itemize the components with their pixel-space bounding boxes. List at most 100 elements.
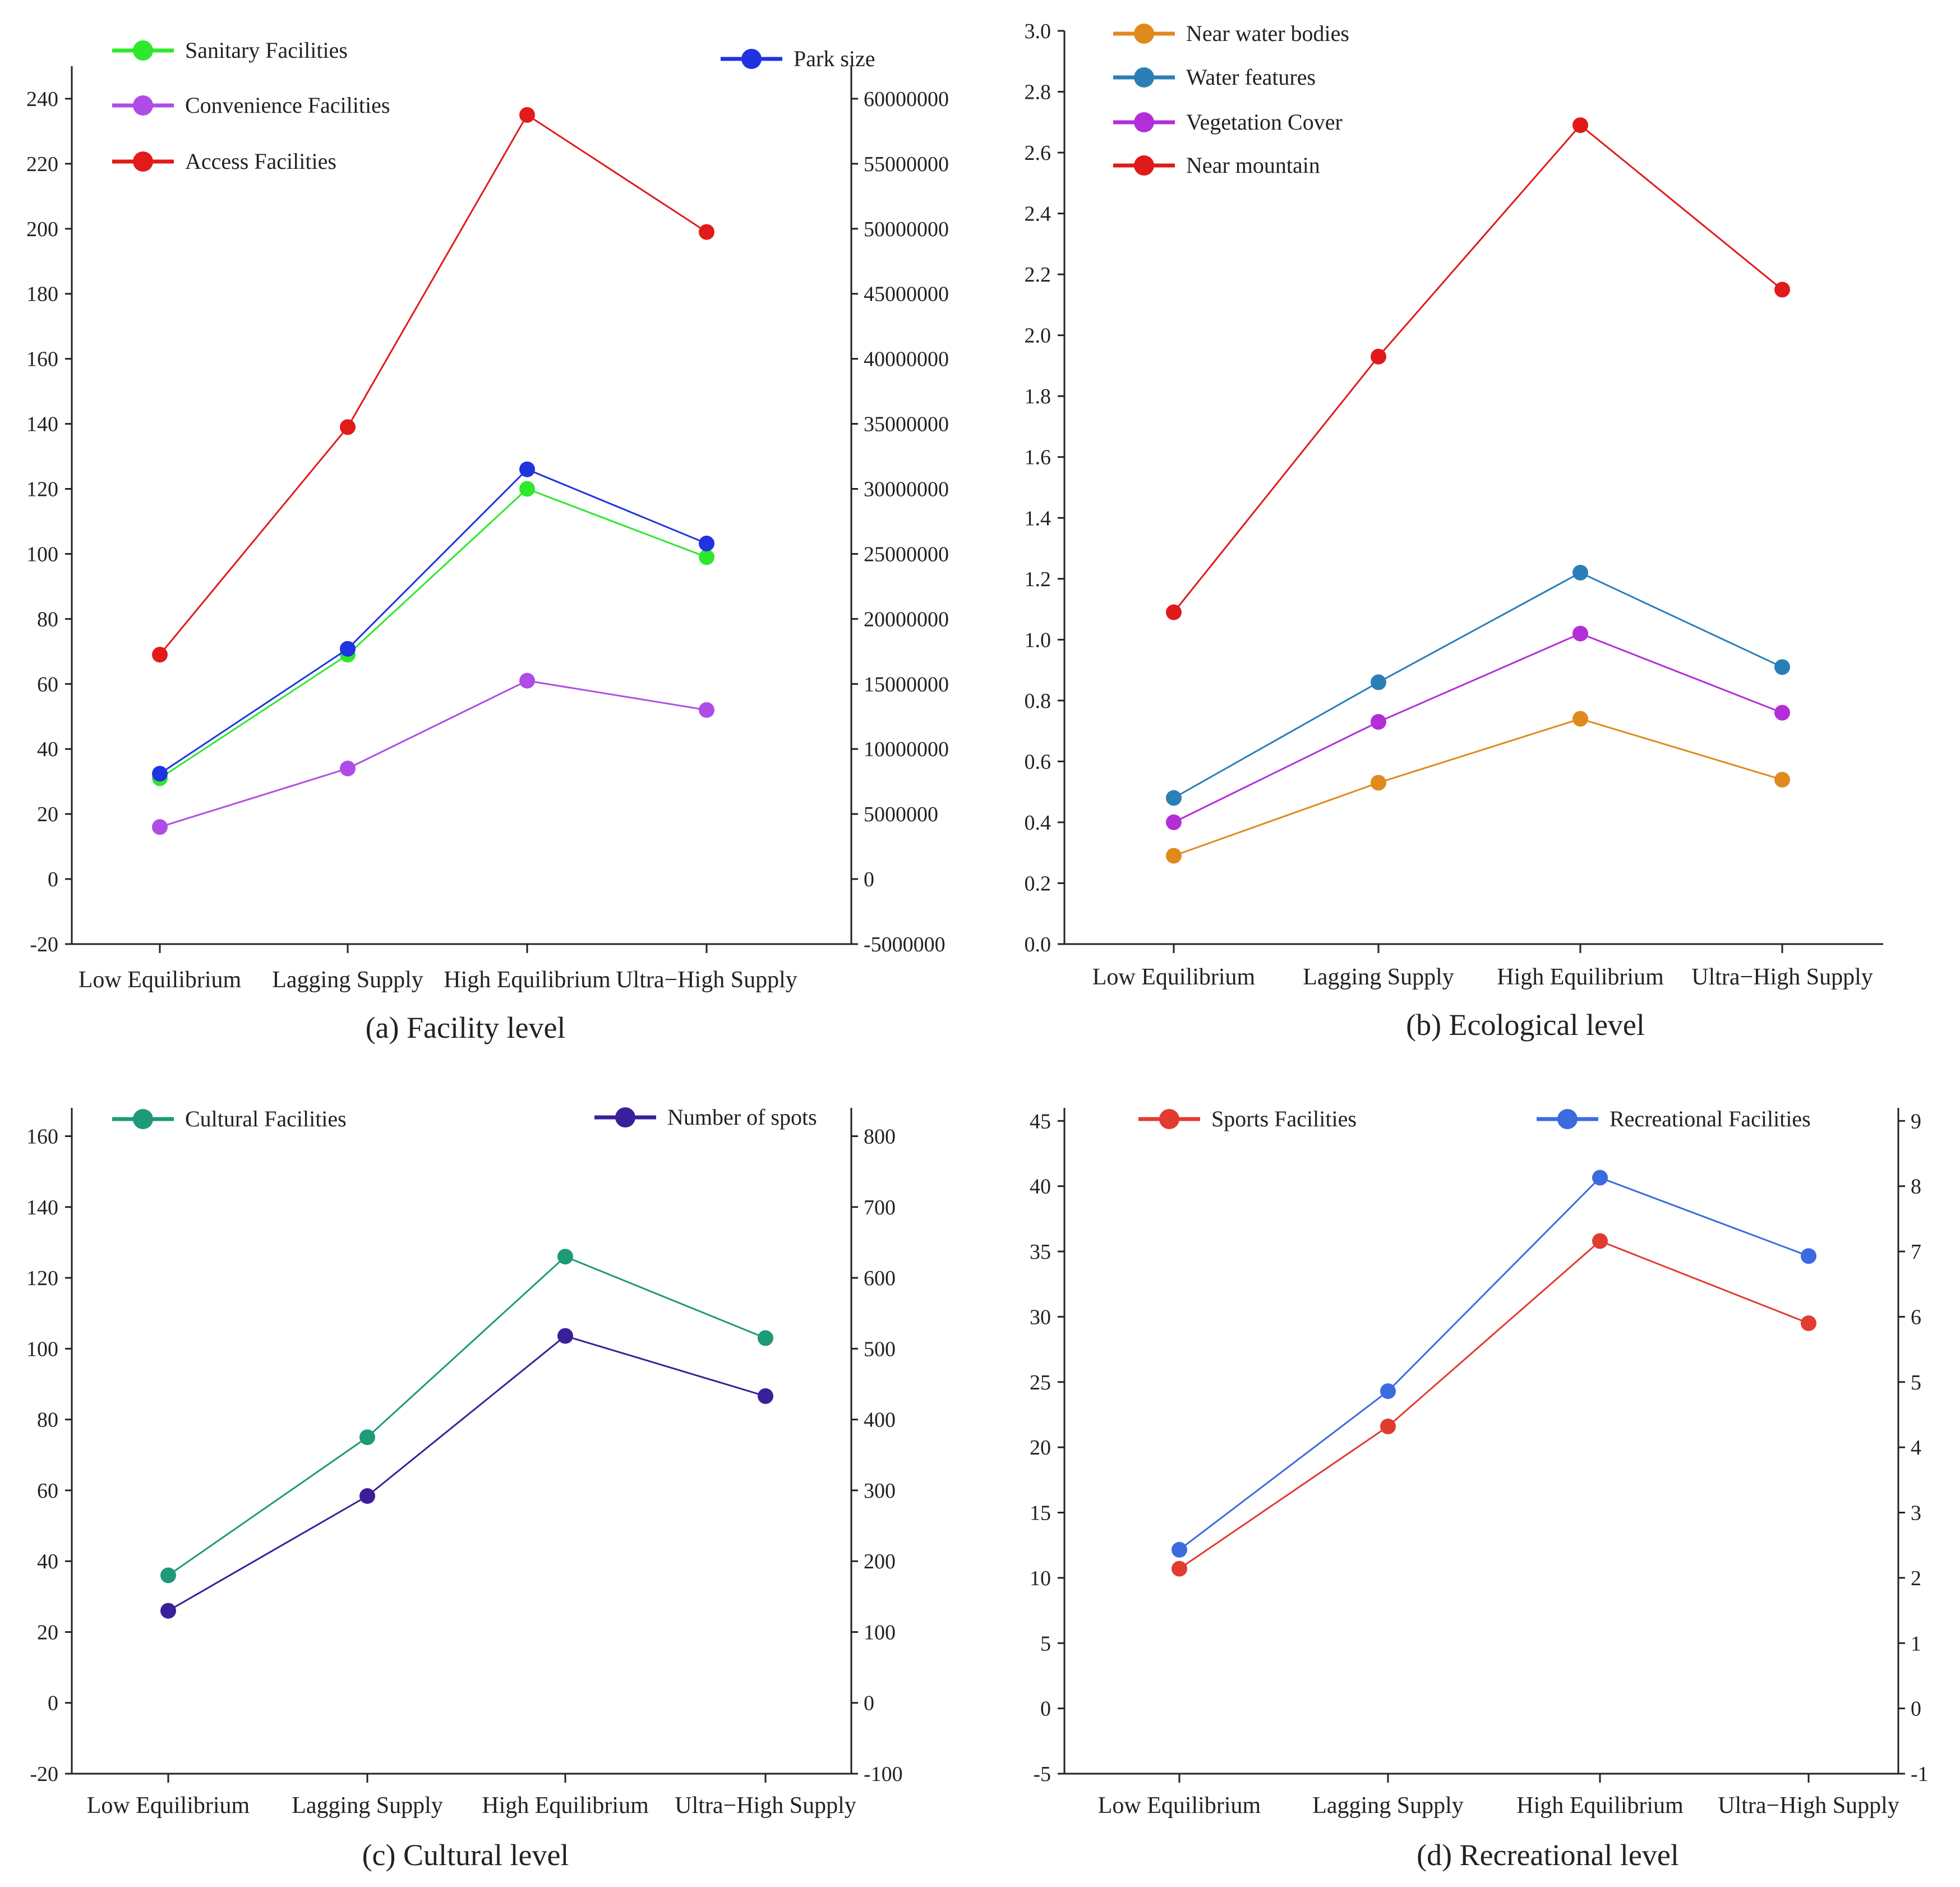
legend-swatch-marker xyxy=(133,151,153,172)
legend-swatch-marker xyxy=(741,49,762,69)
series-line-1 xyxy=(168,1334,766,1612)
legend-label: Number of spots xyxy=(667,1104,817,1130)
y-left-tick-label: 40 xyxy=(37,1550,58,1573)
x-tick-label: Lagging Supply xyxy=(1312,1793,1464,1819)
y-right-tick-label: -5000000 xyxy=(864,933,946,956)
y-left-tick-label: 240 xyxy=(26,88,58,111)
data-point xyxy=(1572,625,1588,642)
data-point xyxy=(1774,705,1790,721)
legend-swatch-marker xyxy=(1134,24,1154,44)
x-tick-label: High Equilibrium xyxy=(1497,964,1664,990)
legend-swatch-marker xyxy=(133,95,153,116)
legend-label: Recreational Facilities xyxy=(1609,1106,1811,1131)
series-line-1 xyxy=(1173,572,1783,799)
data-point xyxy=(519,461,535,477)
series-line-0 xyxy=(1173,717,1783,857)
data-point xyxy=(1774,282,1790,298)
legend-label: Cultural Facilities xyxy=(185,1106,347,1131)
series-line-0 xyxy=(159,487,707,779)
y-left-tick-label: 140 xyxy=(26,413,58,436)
legend-label: Near mountain xyxy=(1186,153,1320,178)
legend-label: Convenience Facilities xyxy=(185,93,390,118)
y-right-tick-label: 25000000 xyxy=(864,542,949,566)
data-point xyxy=(1371,348,1386,365)
y-left-tick-label: 1.0 xyxy=(1025,628,1052,652)
legend-swatch-marker xyxy=(133,1109,153,1129)
y-right-tick-label: 400 xyxy=(864,1409,896,1432)
y-right-tick-label: 100 xyxy=(864,1621,896,1644)
data-point xyxy=(1371,674,1386,691)
y-right-tick-label: 300 xyxy=(864,1479,896,1503)
x-tick-label: Lagging Supply xyxy=(272,967,423,993)
y-left-tick-label: 0.2 xyxy=(1025,872,1052,895)
data-point xyxy=(1166,814,1182,830)
data-point xyxy=(359,1429,375,1446)
data-point xyxy=(1592,1233,1608,1249)
y-left-tick-label: 0 xyxy=(48,868,58,891)
y-left-tick-label: 40 xyxy=(37,738,58,761)
y-left-tick-label: 160 xyxy=(26,348,58,371)
legend-label: Sanitary Facilities xyxy=(185,38,348,63)
data-point xyxy=(152,647,168,663)
data-point xyxy=(1166,604,1182,620)
y-left-tick-label: 60 xyxy=(37,1479,58,1503)
y-right-tick-label: 6 xyxy=(1911,1305,1921,1329)
y-left-tick-label: 1.6 xyxy=(1025,446,1052,470)
y-left-tick-label: 0.0 xyxy=(1025,933,1052,956)
x-tick-label: Low Equilibrium xyxy=(79,967,242,993)
series-line-0 xyxy=(168,1255,766,1576)
data-point xyxy=(699,535,714,551)
y-left-tick-label: 20 xyxy=(1030,1436,1051,1460)
y-left-tick-label: 140 xyxy=(26,1196,58,1219)
y-right-tick-label: -1 xyxy=(1911,1762,1929,1786)
y-left-tick-label: -5 xyxy=(1033,1762,1051,1786)
y-right-tick-label: 2 xyxy=(1911,1567,1921,1590)
x-tick-label: Low Equilibrium xyxy=(1092,964,1256,990)
data-point xyxy=(1572,711,1588,727)
y-left-tick-label: 30 xyxy=(1030,1305,1051,1329)
y-left-tick-label: 1.2 xyxy=(1025,568,1052,591)
x-tick-label: Ultra−High Supply xyxy=(675,1793,856,1819)
chart-panel-0: -20 0 20 40 60 80 100 120 140 160 180 200 220 240 -500… xyxy=(26,38,949,1044)
y-right-tick-label: 8 xyxy=(1911,1175,1921,1199)
data-point xyxy=(758,1388,773,1404)
y-left-tick-label: -20 xyxy=(30,1762,58,1786)
y-right-tick-label: 35000000 xyxy=(864,413,949,436)
y-right-tick-label: 200 xyxy=(864,1550,896,1573)
data-point xyxy=(160,1567,176,1584)
y-right-tick-label: 1 xyxy=(1911,1632,1921,1655)
y-left-tick-label: 2.0 xyxy=(1025,324,1052,348)
y-right-tick-label: 60000000 xyxy=(864,88,949,111)
data-point xyxy=(1774,772,1790,788)
y-left-tick-label: 40 xyxy=(1030,1175,1051,1199)
data-point xyxy=(758,1330,773,1346)
data-point xyxy=(359,1488,375,1504)
data-point xyxy=(1371,775,1386,791)
data-point xyxy=(1801,1315,1816,1331)
y-right-tick-label: 0 xyxy=(1911,1697,1921,1721)
y-left-tick-label: 2.6 xyxy=(1025,141,1052,165)
legend-label: Park size xyxy=(794,46,875,71)
series-line-3 xyxy=(159,468,707,775)
y-right-tick-label: 55000000 xyxy=(864,153,949,176)
data-point xyxy=(519,481,535,497)
y-left-tick-label: 35 xyxy=(1030,1240,1051,1264)
data-point xyxy=(1801,1248,1816,1264)
y-right-tick-label: 45000000 xyxy=(864,283,949,306)
data-point xyxy=(160,1603,176,1619)
chart-caption: (c) Cultural level xyxy=(362,1838,569,1872)
x-tick-label: Low Equilibrium xyxy=(87,1793,250,1819)
y-right-tick-label: 5000000 xyxy=(864,803,938,826)
data-point xyxy=(699,549,714,565)
y-left-tick-label: 0 xyxy=(48,1692,58,1715)
legend-label: Near water bodies xyxy=(1186,21,1349,46)
chart-caption: (d) Recreational level xyxy=(1417,1838,1679,1872)
data-point xyxy=(1572,564,1588,581)
legend-label: Vegetation Cover xyxy=(1186,109,1343,135)
data-point xyxy=(152,766,168,782)
data-point xyxy=(340,761,356,776)
y-right-tick-label: 30000000 xyxy=(864,478,949,501)
data-point xyxy=(152,819,168,835)
series-line-2 xyxy=(1173,632,1783,823)
x-tick-label: Lagging Supply xyxy=(292,1793,443,1819)
